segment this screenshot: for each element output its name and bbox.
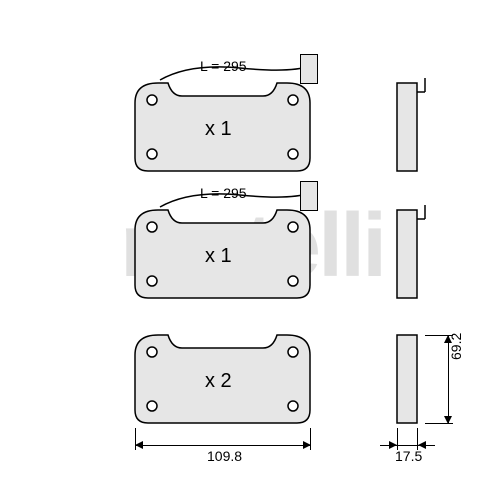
- dim-height-value: 69.2: [448, 333, 464, 360]
- dim-thickness-value: 17.5: [395, 448, 422, 464]
- diagram-canvas: metelli L = 295 x 1 L = 295: [0, 0, 500, 500]
- brake-pad-3-side: [395, 330, 425, 428]
- dim-width-value: 109.8: [205, 448, 244, 464]
- qty-label-3: x 2: [205, 370, 232, 393]
- brake-pad-1-side: [395, 78, 435, 176]
- qty-label-1: x 1: [205, 118, 232, 141]
- brake-pad-2-side: [395, 205, 435, 303]
- qty-label-2: x 1: [205, 245, 232, 268]
